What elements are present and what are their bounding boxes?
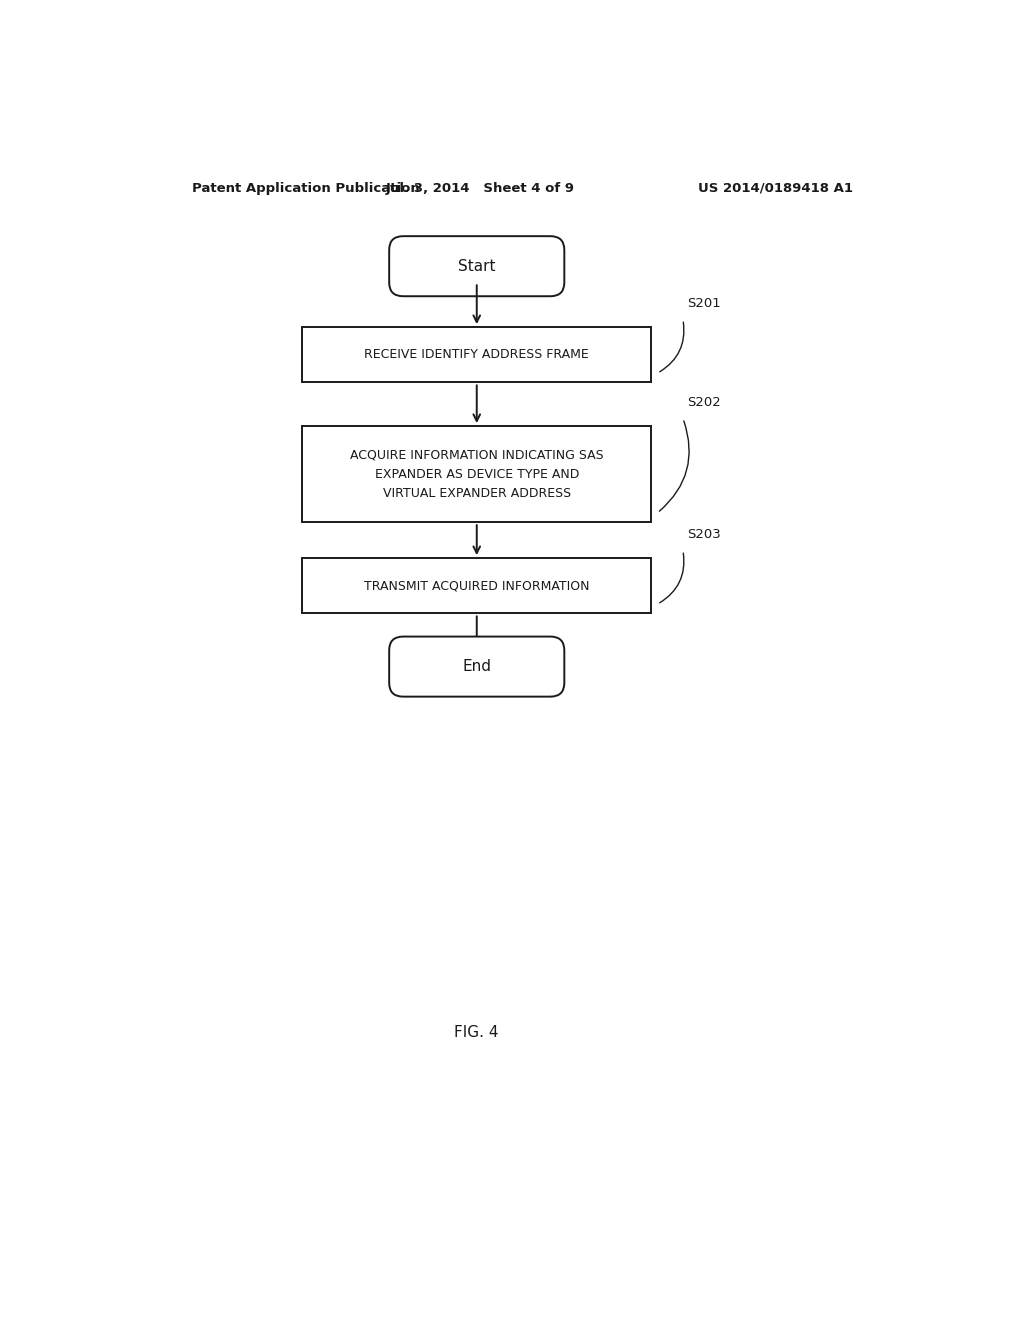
Text: US 2014/0189418 A1: US 2014/0189418 A1 (697, 182, 853, 194)
Text: S203: S203 (687, 528, 721, 541)
FancyBboxPatch shape (389, 236, 564, 296)
Text: TRANSMIT ACQUIRED INFORMATION: TRANSMIT ACQUIRED INFORMATION (364, 579, 590, 593)
Text: FIG. 4: FIG. 4 (455, 1024, 499, 1040)
Text: S201: S201 (687, 297, 721, 310)
FancyBboxPatch shape (302, 327, 651, 383)
Text: Jul. 3, 2014   Sheet 4 of 9: Jul. 3, 2014 Sheet 4 of 9 (386, 182, 575, 194)
FancyBboxPatch shape (302, 426, 651, 523)
Text: Patent Application Publication: Patent Application Publication (191, 182, 419, 194)
Text: RECEIVE IDENTIFY ADDRESS FRAME: RECEIVE IDENTIFY ADDRESS FRAME (365, 348, 589, 362)
Text: S202: S202 (687, 396, 721, 409)
Text: Start: Start (458, 259, 496, 273)
Text: End: End (462, 659, 492, 675)
FancyBboxPatch shape (302, 558, 651, 614)
FancyBboxPatch shape (389, 636, 564, 697)
Text: ACQUIRE INFORMATION INDICATING SAS
EXPANDER AS DEVICE TYPE AND
VIRTUAL EXPANDER : ACQUIRE INFORMATION INDICATING SAS EXPAN… (350, 449, 603, 499)
